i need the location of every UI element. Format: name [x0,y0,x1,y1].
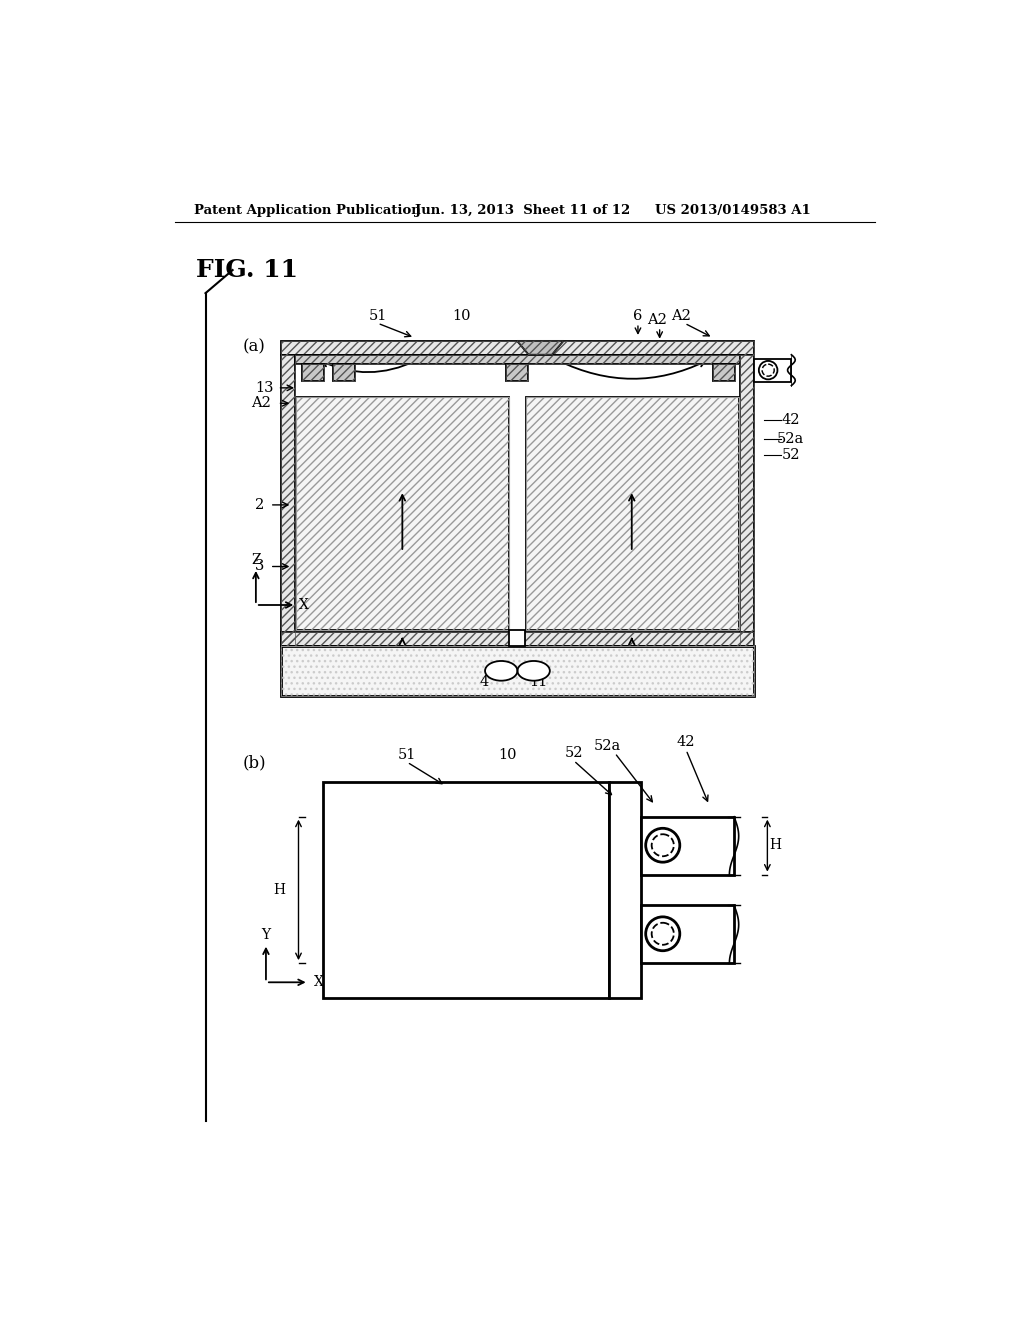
Text: X: X [313,975,324,989]
Polygon shape [713,364,735,381]
Text: 52a: 52a [777,433,804,446]
Polygon shape [281,645,755,696]
Text: H: H [273,883,285,896]
Text: 52: 52 [564,746,583,760]
Circle shape [646,829,680,862]
Polygon shape [295,355,740,364]
Polygon shape [334,364,355,381]
Text: US 2013/0149583 A1: US 2013/0149583 A1 [655,205,811,218]
Text: 51: 51 [369,309,387,323]
Polygon shape [755,359,792,381]
Text: 52a: 52a [593,739,621,752]
Text: 42: 42 [677,735,695,748]
Text: A2: A2 [672,309,691,323]
Text: (a): (a) [243,338,265,355]
Polygon shape [509,631,524,645]
Polygon shape [281,341,755,355]
Ellipse shape [485,661,517,681]
Text: 2: 2 [255,498,264,512]
Text: (b): (b) [243,754,266,771]
Text: 4: 4 [480,675,489,689]
Text: FIG. 11: FIG. 11 [197,257,298,282]
Text: Patent Application Publication: Patent Application Publication [194,205,421,218]
Text: 52: 52 [781,447,800,462]
Text: 13: 13 [255,381,273,395]
Polygon shape [281,355,295,645]
Text: 10: 10 [499,748,517,762]
Text: 42: 42 [781,413,800,428]
Polygon shape [525,397,738,631]
Polygon shape [296,397,509,631]
Text: A2: A2 [646,313,667,327]
Circle shape [759,360,777,379]
Text: Z: Z [251,553,261,568]
Text: 51: 51 [397,748,416,762]
Polygon shape [641,906,734,964]
Text: 6: 6 [633,309,643,323]
Polygon shape [281,632,755,645]
Ellipse shape [517,661,550,681]
Polygon shape [506,364,528,381]
Polygon shape [324,781,608,998]
Text: A2: A2 [251,396,271,411]
Circle shape [646,917,680,950]
Text: H: H [769,838,781,853]
Text: Y: Y [261,928,270,941]
Polygon shape [740,355,755,645]
Polygon shape [608,781,641,998]
Text: Jun. 13, 2013  Sheet 11 of 12: Jun. 13, 2013 Sheet 11 of 12 [415,205,630,218]
Text: 10: 10 [452,309,470,323]
Text: 11: 11 [529,675,548,689]
Text: 3: 3 [255,560,264,573]
Polygon shape [641,817,734,874]
Polygon shape [517,341,563,355]
Polygon shape [302,364,324,381]
Text: X: X [299,598,309,612]
